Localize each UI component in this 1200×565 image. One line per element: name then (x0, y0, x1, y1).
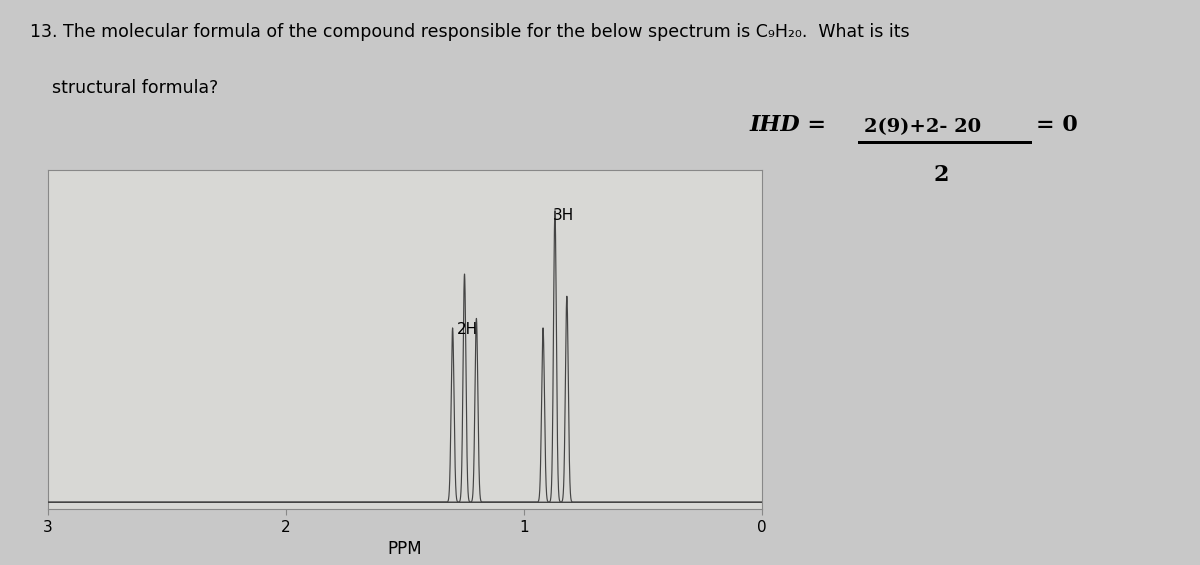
Text: 3H: 3H (552, 208, 574, 223)
Text: 2H: 2H (457, 323, 479, 337)
Text: 2(9)+2- 20: 2(9)+2- 20 (864, 118, 982, 136)
Text: = 0: = 0 (1036, 114, 1078, 136)
Text: 2: 2 (934, 164, 949, 186)
Text: structural formula?: structural formula? (30, 79, 218, 97)
Text: 13. The molecular formula of the compound responsible for the below spectrum is : 13. The molecular formula of the compoun… (30, 23, 910, 41)
X-axis label: PPM: PPM (388, 540, 422, 558)
Text: IHD =: IHD = (750, 114, 827, 136)
